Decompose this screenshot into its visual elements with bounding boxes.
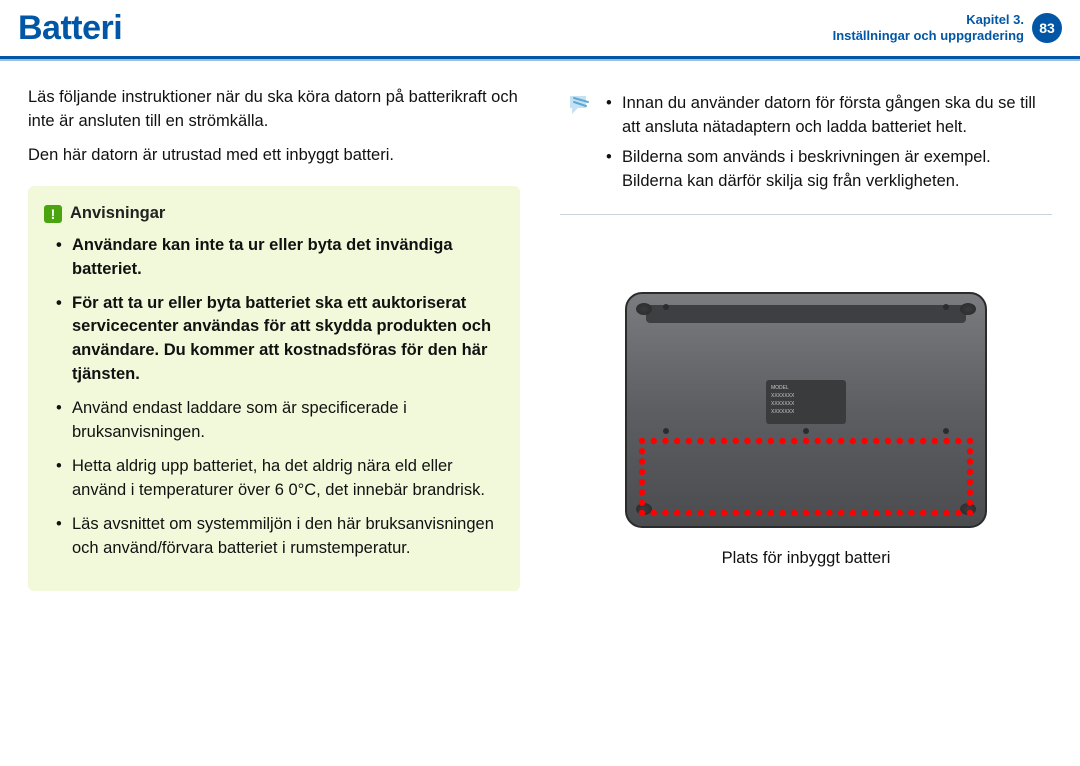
- list-item: För att ta ur eller byta batteriet ska e…: [56, 292, 502, 388]
- info-list: Innan du använder datorn för första gång…: [606, 92, 1046, 200]
- intro-paragraph-2: Den här datorn är utrustad med ett inbyg…: [28, 144, 520, 168]
- intro-paragraph-1: Läs följande instruktioner när du ska kö…: [28, 86, 520, 134]
- anvisningar-header: ! Anvisningar: [44, 202, 502, 226]
- list-item: Läs avsnittet om systemmiljön i den här …: [56, 513, 502, 561]
- figure-caption: Plats för inbyggt batteri: [560, 547, 1052, 571]
- list-item: Innan du använder datorn för första gång…: [606, 92, 1046, 140]
- list-item: Använd endast laddare som är specificera…: [56, 397, 502, 445]
- exclamation-icon: !: [44, 205, 62, 223]
- info-box: Innan du använder datorn för första gång…: [560, 86, 1052, 215]
- list-item: Användare kan inte ta ur eller byta det …: [56, 234, 502, 282]
- laptop-bottom-illustration: MODEL XXXXXXX XXXXXXX XXXXXXX: [616, 285, 996, 535]
- list-item: Hetta aldrig upp batteriet, ha det aldri…: [56, 455, 502, 503]
- svg-text:XXXXXXX: XXXXXXX: [771, 409, 795, 415]
- list-item: Bilderna som används i beskrivningen är …: [606, 146, 1046, 194]
- chapter-line1: Kapitel 3.: [833, 12, 1024, 28]
- page-title: Batteri: [18, 9, 122, 48]
- right-column: Innan du använder datorn för första gång…: [560, 86, 1052, 591]
- content-columns: Läs följande instruktioner när du ska kö…: [0, 56, 1080, 591]
- page-number-badge: 83: [1032, 13, 1062, 43]
- chapter-block: Kapitel 3. Inställningar och uppgraderin…: [833, 12, 1062, 45]
- laptop-figure: MODEL XXXXXXX XXXXXXX XXXXXXX P: [560, 285, 1052, 571]
- left-column: Läs följande instruktioner när du ska kö…: [28, 86, 520, 591]
- anvisningar-box: ! Anvisningar Användare kan inte ta ur e…: [28, 186, 520, 591]
- note-icon: [566, 92, 592, 118]
- svg-text:XXXXXXX: XXXXXXX: [771, 401, 795, 407]
- chapter-line2: Inställningar och uppgradering: [833, 28, 1024, 44]
- anvisningar-title: Anvisningar: [70, 202, 165, 226]
- chapter-lines: Kapitel 3. Inställningar och uppgraderin…: [833, 12, 1024, 45]
- header-underline: [0, 56, 1080, 62]
- svg-text:XXXXXXX: XXXXXXX: [771, 393, 795, 399]
- page-header: Batteri Kapitel 3. Inställningar och upp…: [0, 0, 1080, 56]
- anvisningar-list: Användare kan inte ta ur eller byta det …: [44, 234, 502, 561]
- svg-text:MODEL: MODEL: [771, 385, 789, 391]
